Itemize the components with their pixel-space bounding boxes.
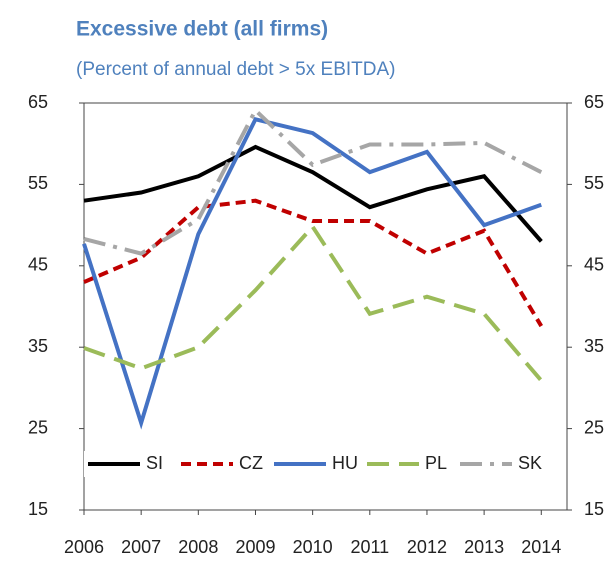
x-tick-label: 2013 [464,537,504,557]
legend-label: SI [146,453,163,473]
y2-tick-label: 15 [584,499,604,519]
x-tick-label: 2007 [121,537,161,557]
legend-label: PL [425,453,447,473]
y-tick-label: 15 [28,499,48,519]
y2-tick-label: 65 [584,92,604,112]
y-tick-label: 65 [28,92,48,112]
legend-label: HU [332,453,358,473]
y-tick-label: 35 [28,336,48,356]
x-tick-label: 2014 [521,537,561,557]
y2-tick-label: 25 [584,417,604,437]
series-line [83,144,543,243]
legend-label: CZ [239,453,263,473]
x-tick-label: 2008 [178,537,218,557]
legend-label: SK [518,453,542,473]
chart-subtitle: (Percent of annual debt > 5x EBITDA) [76,59,395,80]
x-tick-label: 2006 [64,537,104,557]
x-tick-label: 2011 [350,537,389,557]
y2-tick-label: 45 [584,255,604,275]
x-tick-label: 2010 [293,537,333,557]
y-tick-label: 45 [28,255,48,275]
chart-title: Excessive debt (all firms) [76,18,328,41]
y-tick-label: 25 [28,417,48,437]
plot-frame [83,102,568,511]
x-tick-label: 2009 [235,537,275,557]
series-line [83,198,543,328]
y2-tick-label: 55 [584,173,604,193]
series-line [83,107,543,256]
y-tick-label: 55 [28,173,48,193]
y2-tick-label: 35 [584,336,604,356]
series-line [83,223,543,382]
x-tick-label: 2012 [407,537,447,557]
